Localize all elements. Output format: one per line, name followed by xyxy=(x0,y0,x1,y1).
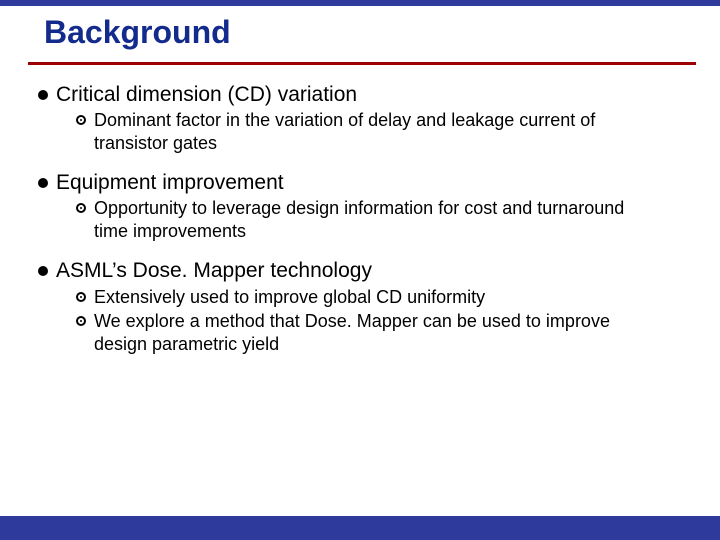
bullet-l2-text: We explore a method that Dose. Mapper ca… xyxy=(94,310,658,355)
content-area: Critical dimension (CD) variation Domina… xyxy=(38,78,678,357)
disc-bullet-icon xyxy=(38,90,48,100)
bullet-l1-text: Equipment improvement xyxy=(56,170,284,195)
title-underline xyxy=(28,62,696,65)
bullet-l1-text: ASML’s Dose. Mapper technology xyxy=(56,258,372,283)
bullet-l1: Critical dimension (CD) variation xyxy=(38,82,678,107)
bullet-l1-text: Critical dimension (CD) variation xyxy=(56,82,357,107)
bullet-l2-text: Opportunity to leverage design informati… xyxy=(94,197,658,242)
target-bullet-icon xyxy=(76,316,86,326)
bullet-l2-text: Dominant factor in the variation of dela… xyxy=(94,109,658,154)
bullet-l2: Opportunity to leverage design informati… xyxy=(76,197,658,242)
slide: Background Critical dimension (CD) varia… xyxy=(0,0,720,540)
target-bullet-icon xyxy=(76,203,86,213)
bullet-l2: Dominant factor in the variation of dela… xyxy=(76,109,658,154)
disc-bullet-icon xyxy=(38,266,48,276)
target-bullet-icon xyxy=(76,115,86,125)
bullet-l2-text: Extensively used to improve global CD un… xyxy=(94,286,485,309)
disc-bullet-icon xyxy=(38,178,48,188)
bullet-l2: Extensively used to improve global CD un… xyxy=(76,286,658,309)
bullet-l2: We explore a method that Dose. Mapper ca… xyxy=(76,310,658,355)
target-bullet-icon xyxy=(76,292,86,302)
slide-title: Background xyxy=(44,14,231,51)
bottom-border-bar xyxy=(0,516,720,540)
bullet-l1: ASML’s Dose. Mapper technology xyxy=(38,258,678,283)
top-border-bar xyxy=(0,0,720,6)
bullet-l1: Equipment improvement xyxy=(38,170,678,195)
